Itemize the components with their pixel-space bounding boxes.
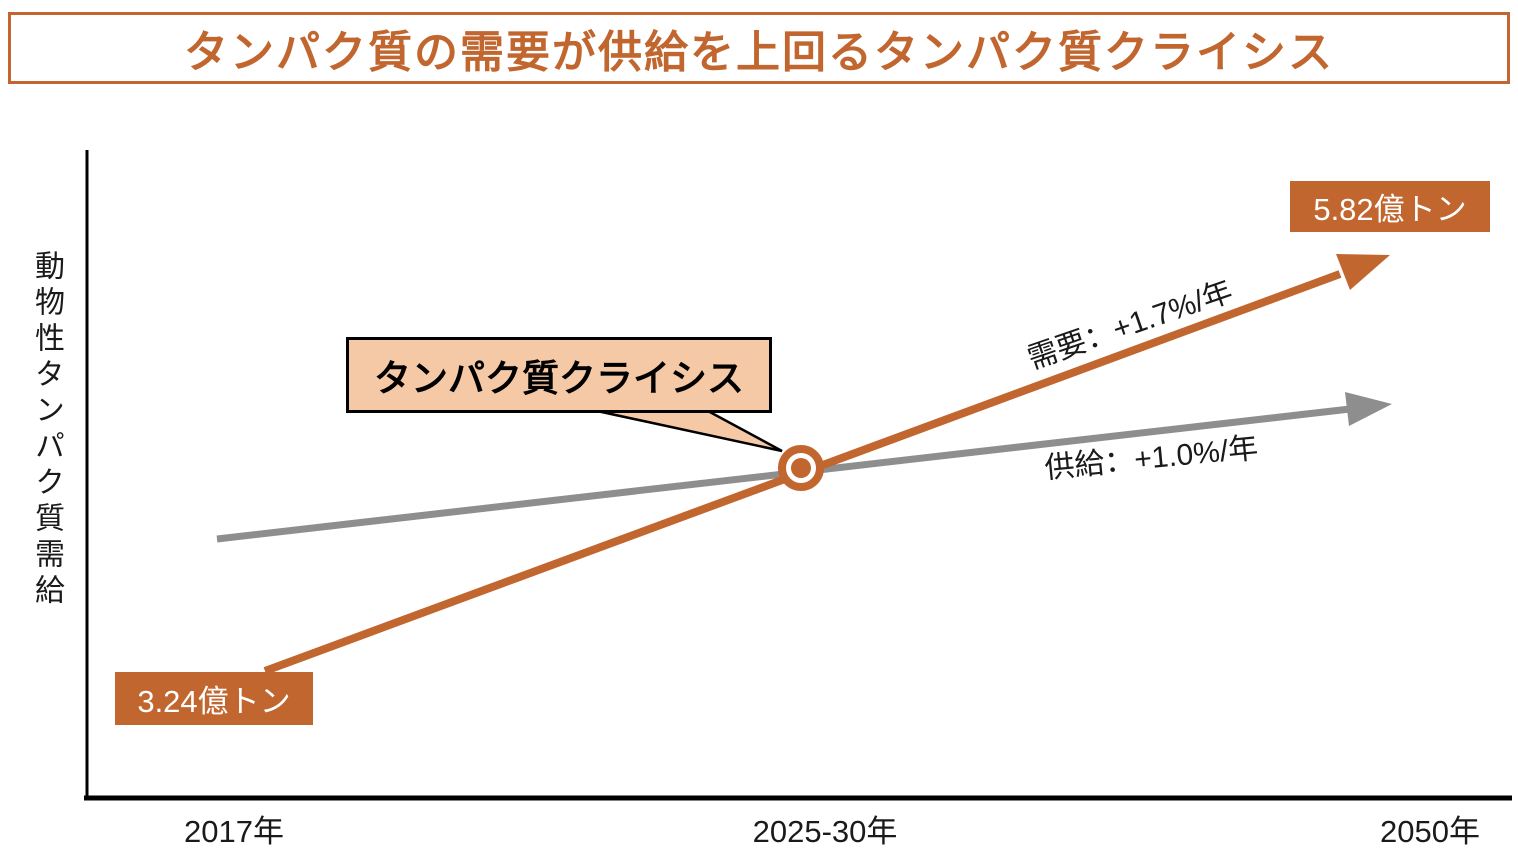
callout-tail — [596, 409, 783, 453]
x-tick-2025-30: 2025-30年 — [752, 814, 898, 849]
x-tick-2050: 2050年 — [1380, 814, 1480, 849]
crisis-callout-label: タンパク質クライシス — [374, 358, 744, 399]
y-axis-label: 動物性タンパク質需給 — [30, 250, 63, 610]
demand-end-value-box: 5.82億トン — [1290, 181, 1490, 232]
demand-arrowhead-icon — [1336, 254, 1390, 290]
demand-start-value: 3.24億トン — [137, 684, 291, 719]
page-title: タンパク質の需要が供給を上回るタンパク質クライシス — [184, 28, 1334, 77]
demand-end-value: 5.82億トン — [1313, 192, 1467, 227]
demand-start-value-box: 3.24億トン — [115, 672, 313, 725]
crossover-marker-dot-icon — [791, 458, 811, 478]
title-box: タンパク質の需要が供給を上回るタンパク質クライシス — [8, 12, 1510, 84]
x-tick-2017: 2017年 — [184, 814, 284, 849]
crisis-callout: タンパク質クライシス — [346, 337, 772, 413]
supply-arrowhead-icon — [1345, 392, 1392, 426]
